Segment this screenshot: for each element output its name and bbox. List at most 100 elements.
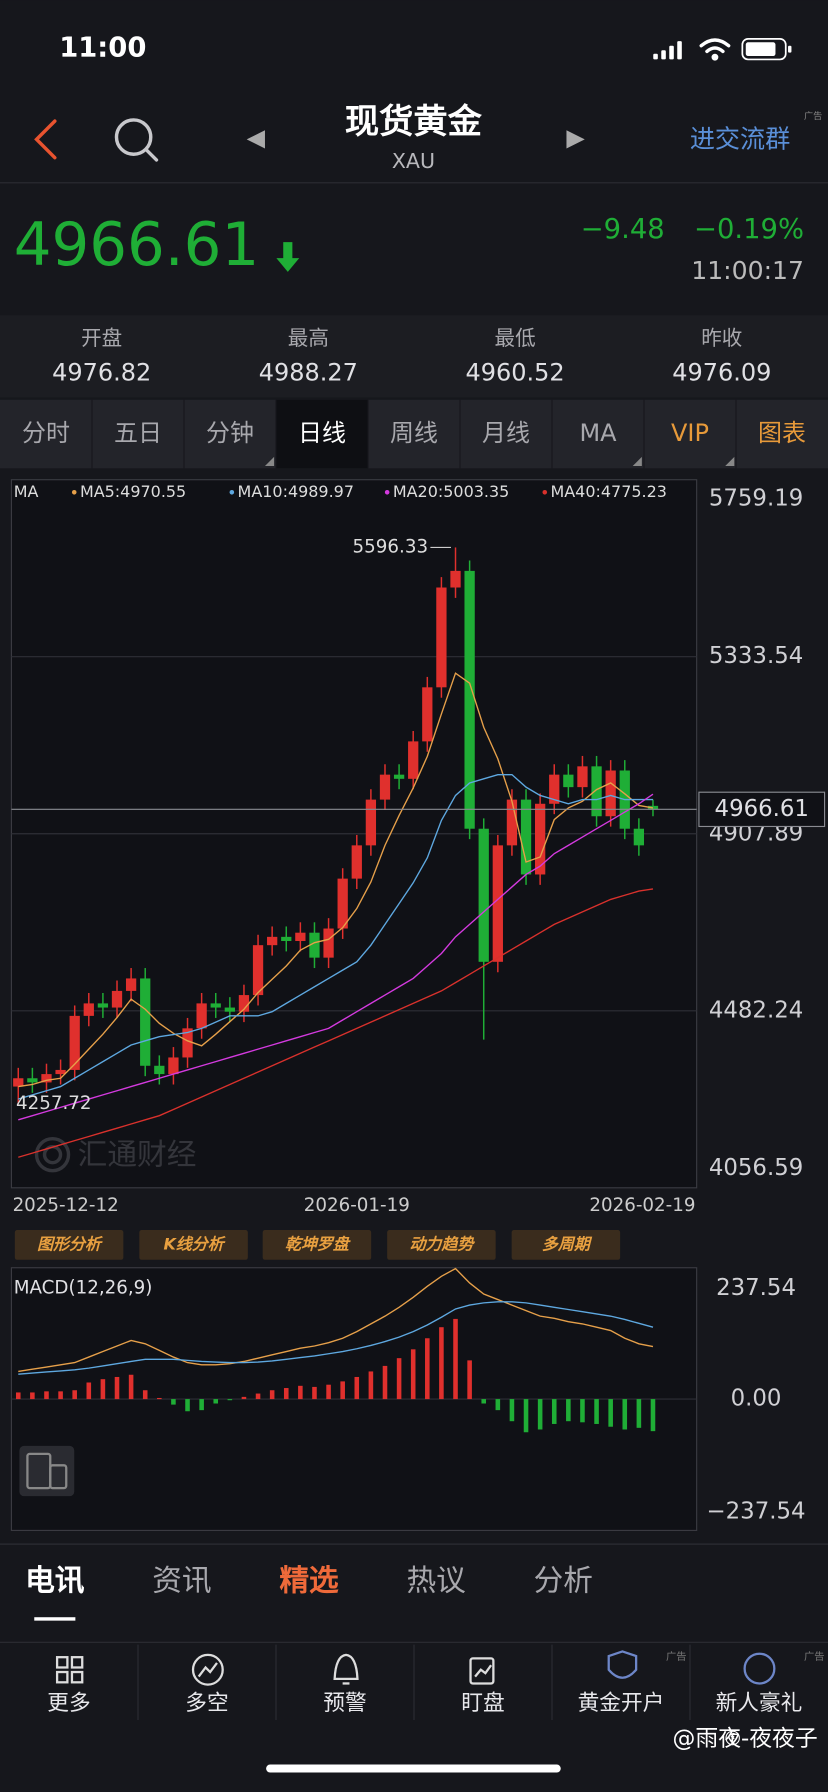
news-tab[interactable]: 分析 — [534, 1563, 593, 1598]
tab[interactable]: 图表 — [758, 419, 806, 447]
analysis-button-bg[interactable] — [139, 1230, 248, 1260]
macd-bar — [396, 1358, 402, 1400]
analysis-button[interactable]: 多周期 — [542, 1234, 593, 1253]
analysis-button-bg[interactable] — [14, 1230, 124, 1260]
candle-body — [111, 990, 123, 1008]
high-label: 5596.33 — [353, 536, 429, 557]
ad-tag: 广告 — [804, 1650, 825, 1663]
analysis-button[interactable]: 乾坤罗盘 — [285, 1234, 351, 1253]
candle-body — [379, 774, 391, 800]
candle-body — [55, 1069, 66, 1075]
analysis-button-bg[interactable] — [262, 1230, 372, 1260]
macd-title: MACD(12,26,9) — [14, 1277, 153, 1298]
page-title: 现货黄金 — [345, 102, 483, 142]
y-tick-label: 4482.24 — [709, 997, 803, 1023]
legend-entry: MA20:5003.35 — [393, 482, 509, 501]
stats-bar — [0, 315, 828, 398]
tab[interactable]: 日线 — [298, 419, 346, 447]
watermark: @雨夜-夜夜子 — [673, 1726, 818, 1752]
candle-body — [408, 741, 419, 779]
legend-entry: MA10:4989.97 — [238, 482, 354, 501]
candle-body — [224, 1007, 235, 1012]
candle-body — [549, 774, 560, 804]
candle-body — [337, 878, 348, 929]
tab[interactable]: 周线 — [390, 419, 438, 447]
analysis-button[interactable]: 图形分析 — [37, 1234, 103, 1253]
stat-value: 4976.09 — [672, 359, 771, 387]
analysis-button[interactable]: 动力趋势 — [409, 1234, 475, 1253]
candle-body — [605, 770, 616, 817]
legend-entry: MA5:4970.55 — [80, 482, 186, 501]
nav-item[interactable]: 预警 — [323, 1691, 366, 1716]
macd-bar — [425, 1338, 430, 1400]
legend-dot — [71, 489, 77, 495]
group-link[interactable]: 进交流群 — [690, 125, 790, 154]
candle-body — [591, 766, 602, 817]
prev-button[interactable] — [246, 130, 265, 149]
macd-bar — [171, 1399, 176, 1405]
macd-bar — [467, 1360, 472, 1400]
candle-body — [365, 799, 377, 846]
chart-switch-icon[interactable] — [19, 1445, 75, 1497]
nav-item[interactable]: 更多 — [47, 1691, 90, 1716]
macd-bar — [15, 1392, 21, 1400]
analysis-button-bg[interactable] — [511, 1230, 621, 1260]
candle-body — [351, 845, 362, 879]
quote-time: 11:00:17 — [691, 256, 804, 285]
nav-item[interactable]: 黄金开户 — [578, 1691, 665, 1716]
macd-bar — [44, 1391, 49, 1400]
back-button[interactable] — [34, 119, 57, 160]
next-button[interactable] — [566, 130, 585, 149]
macd-bar — [114, 1376, 120, 1400]
last-price-label: 4966.61 — [715, 796, 809, 822]
candle-body — [535, 803, 546, 875]
nav-item[interactable]: 盯盘 — [461, 1691, 504, 1716]
stat-label: 开盘 — [81, 326, 122, 350]
legend-entry: MA40:4775.23 — [550, 482, 666, 501]
stat-label: 最低 — [495, 326, 536, 350]
tab[interactable]: MA — [579, 419, 617, 447]
news-tab[interactable]: 电讯 — [25, 1563, 85, 1598]
candle-body — [41, 1074, 52, 1083]
nav-item[interactable]: 新人豪礼 — [716, 1691, 803, 1716]
macd-bar — [523, 1399, 529, 1433]
macd-bar — [608, 1399, 613, 1427]
tab[interactable]: 分钟 — [206, 419, 254, 447]
stat-value: 4976.82 — [52, 359, 151, 387]
tab[interactable]: 五日 — [114, 419, 162, 447]
legend-dot — [384, 489, 390, 495]
tab[interactable]: VIP — [671, 419, 709, 447]
news-tab[interactable]: 热议 — [406, 1563, 465, 1598]
macd-bar — [128, 1374, 134, 1400]
candle-body — [506, 799, 518, 846]
macd-bar — [537, 1399, 543, 1430]
search-button[interactable] — [114, 118, 159, 162]
macd-bar — [410, 1349, 416, 1400]
macd-bar — [453, 1318, 458, 1400]
ma-line — [18, 773, 653, 1100]
macd-bar — [636, 1399, 642, 1428]
y-tick-label: 5759.19 — [709, 486, 803, 512]
macd-bar — [326, 1384, 331, 1400]
candle-body — [83, 1003, 94, 1016]
legend-title: MA — [14, 482, 39, 501]
candle-body — [27, 1078, 38, 1083]
nav-item[interactable]: 多空 — [185, 1691, 228, 1716]
candle-body — [633, 828, 645, 846]
tab[interactable]: 月线 — [482, 419, 530, 447]
analysis-button[interactable]: K线分析 — [163, 1234, 225, 1253]
home-indicator — [266, 1764, 561, 1773]
news-tab[interactable]: 资讯 — [152, 1563, 211, 1598]
watermark-logo: ⓕ — [725, 1729, 740, 1747]
y-tick-label: 5333.54 — [709, 643, 803, 669]
macd-bar — [72, 1390, 77, 1400]
macd-bar — [227, 1399, 233, 1401]
news-tab[interactable]: 精选 — [279, 1563, 339, 1598]
analysis-button-bg[interactable] — [387, 1230, 496, 1260]
macd-bar — [283, 1388, 289, 1400]
tab[interactable]: 分时 — [22, 419, 70, 447]
macd-bar — [298, 1385, 303, 1400]
y-tick-label: −237.54 — [707, 1499, 806, 1525]
status-time: 11:00 — [59, 33, 146, 64]
candle-body — [520, 799, 532, 875]
